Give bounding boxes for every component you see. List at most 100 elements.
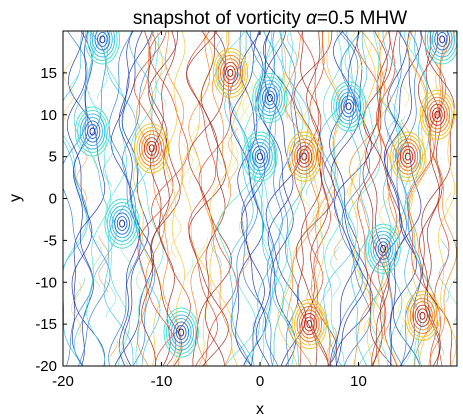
filler-contour — [433, 331, 444, 355]
filler-contour — [333, 212, 345, 260]
streak-contour — [349, 31, 389, 366]
vortex-contour — [431, 107, 443, 123]
vortex-contour — [434, 110, 441, 119]
filler-contour — [361, 31, 372, 71]
filler-contour — [363, 275, 375, 333]
filler-contour — [109, 340, 118, 358]
vortex-contour — [291, 299, 327, 350]
vortex-contour — [291, 138, 318, 175]
vortex-contour — [296, 306, 323, 343]
filler-contour — [171, 204, 182, 259]
streak-contour — [186, 31, 229, 366]
streak-contour — [122, 31, 156, 366]
vortex-contour — [338, 91, 359, 121]
vortex-contour — [178, 328, 185, 337]
vortex-contour — [227, 68, 234, 77]
vortex-contour — [429, 31, 455, 58]
filler-contour — [102, 132, 114, 187]
vortex-contour — [89, 127, 96, 136]
y-tick-label: 5 — [49, 149, 57, 166]
x-axis-label: x — [256, 401, 264, 418]
streak-contour — [344, 31, 384, 366]
vortex-contour — [365, 223, 401, 274]
vortex-contour — [134, 123, 170, 174]
x-tick-label: -10 — [151, 373, 173, 390]
streak-contour — [103, 31, 131, 366]
vortex-contour — [257, 152, 263, 161]
vortex-contour — [301, 152, 308, 161]
vortex-contour — [163, 307, 199, 358]
filler-contour — [438, 238, 450, 303]
filler-contour — [297, 145, 308, 200]
streak-contour — [121, 31, 149, 366]
vortex-contour — [335, 88, 362, 125]
filler-contour — [330, 246, 341, 297]
vortex-contour — [165, 310, 197, 355]
vortex-contour — [409, 297, 436, 334]
streak-contour — [283, 31, 320, 366]
filler-contour — [238, 214, 250, 259]
vortex-contour — [303, 316, 315, 332]
streak-contour — [384, 31, 417, 366]
filler-contour — [285, 71, 296, 119]
streak-contour — [240, 31, 266, 366]
vortex-contour — [392, 135, 424, 179]
vortex-contour — [109, 205, 135, 242]
streak-contour — [133, 31, 163, 366]
vortex-contour — [412, 301, 433, 331]
vortex-contour — [173, 321, 190, 344]
filler-contour — [68, 75, 79, 96]
filler-contour — [398, 283, 409, 342]
vortex-contour — [422, 93, 453, 137]
vortex-contour — [306, 320, 313, 329]
streak-contour — [186, 31, 218, 366]
y-tick-label: -5 — [44, 232, 57, 249]
vortex-contour — [375, 237, 391, 260]
streak-contour — [73, 31, 117, 366]
y-axis-label: y — [7, 194, 24, 202]
vortex-contour — [87, 124, 98, 139]
streak-contour — [148, 31, 183, 366]
vortex-contour — [247, 138, 273, 175]
filler-contour — [312, 199, 324, 244]
streak-contour — [198, 31, 237, 366]
filler-contour — [182, 143, 193, 188]
streak-contour — [330, 31, 369, 366]
vortex-contour — [293, 142, 315, 172]
filler-contour — [386, 103, 398, 158]
x-tick-label: 0 — [256, 373, 264, 390]
streak-contour — [85, 31, 112, 366]
vortex-contour — [97, 31, 108, 47]
filler-contour — [135, 267, 147, 305]
vortex-contour — [424, 31, 457, 65]
vortex-contour — [77, 109, 108, 154]
streak-contour — [252, 31, 277, 366]
filler-contour — [375, 301, 385, 319]
vortex-contour — [249, 142, 271, 172]
filler-contour — [350, 31, 362, 75]
filler-contour — [216, 36, 227, 91]
vortex-contour — [138, 130, 165, 167]
vortex-contour — [168, 314, 194, 351]
vortex-contour — [242, 131, 278, 182]
vortex-contour — [264, 90, 276, 106]
vortex-contour — [119, 219, 126, 228]
filler-contour — [98, 235, 109, 293]
streak-contour — [180, 31, 213, 366]
streak-contour — [243, 31, 289, 366]
y-tick-label: -20 — [35, 358, 57, 375]
filler-contour — [400, 325, 411, 366]
streak-contour — [63, 31, 93, 366]
filler-contour — [252, 318, 257, 336]
vortex-contour — [431, 31, 453, 54]
vortex-contour — [104, 198, 140, 249]
filler-contour — [105, 280, 117, 318]
filler-contour — [301, 113, 312, 137]
vortex-contour — [74, 106, 111, 157]
streak-contour — [348, 31, 370, 366]
y-axis: -20 -15 -10 -5 0 5 10 15 — [35, 65, 457, 375]
vortex-contour — [175, 325, 187, 340]
filler-contour — [91, 240, 102, 288]
vortex-contour — [89, 31, 116, 58]
